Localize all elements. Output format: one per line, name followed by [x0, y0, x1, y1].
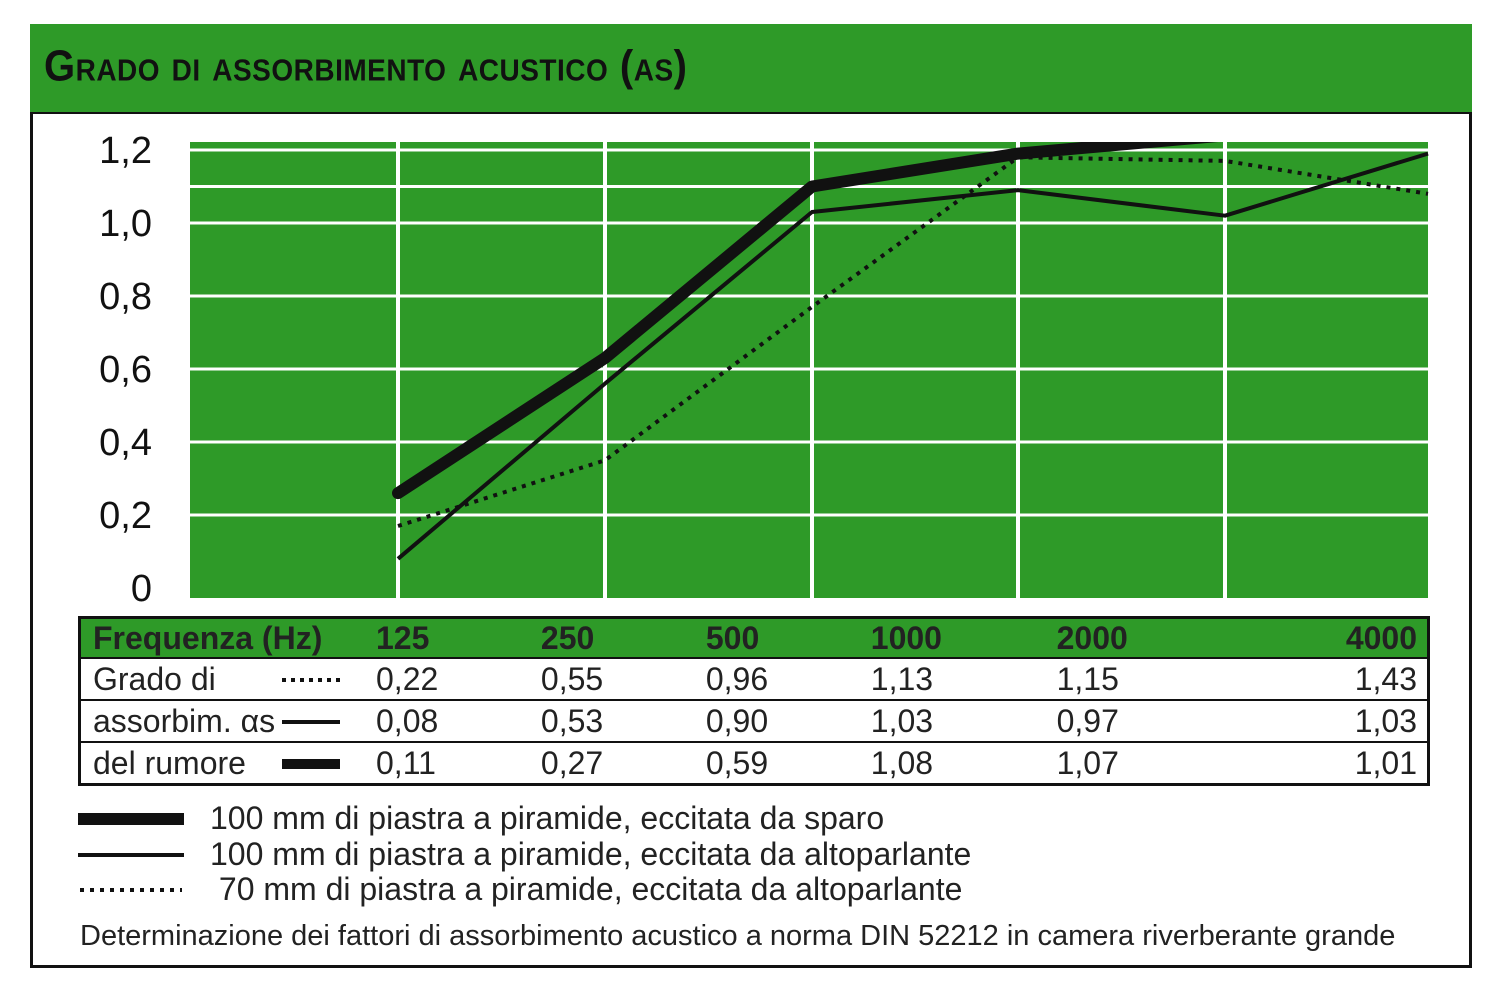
y-tick-label: 1,2 [99, 130, 152, 172]
table-header-row: Frequenza (Hz) 125 250 500 1000 2000 400… [79, 617, 1429, 658]
table-cell: 1,15 [1048, 657, 1235, 700]
table-freq-250: 250 [532, 617, 698, 658]
table-freq-500: 500 [697, 617, 863, 658]
series-line-dotted [397, 155, 1429, 528]
dotted-line-symbol [278, 657, 368, 700]
y-tick-label: 0,6 [99, 349, 152, 391]
legend-label: 100 mm di piastra a piramide, eccitata d… [210, 836, 972, 872]
table-row: assorbim. αs 0,08 0,53 0,90 1,03 0,97 1,… [79, 699, 1429, 742]
table-row: del rumore 0,11 0,27 0,59 1,08 1,07 1,01 [79, 741, 1429, 785]
table-cell: 1,08 [862, 741, 1049, 785]
chart-title: Grado di assorbimento acustico (αs) [44, 42, 688, 91]
legend-thick-line [78, 813, 184, 825]
y-tick-label: 1,0 [99, 203, 152, 245]
table-freq-2000: 2000 [1048, 617, 1235, 658]
y-tick-label: 0,4 [99, 422, 152, 464]
legend-thin-line [78, 853, 184, 857]
table-cell: 0,59 [697, 741, 863, 785]
table-cell: 0,55 [532, 657, 698, 700]
table-cell: 0,08 [368, 699, 533, 742]
table-freq-4000: 4000 [1234, 617, 1429, 658]
thick-line-symbol [278, 741, 368, 785]
legend-dotted-line [80, 888, 182, 892]
table-cell: 0,11 [368, 741, 533, 785]
table-cell: 0,53 [532, 699, 698, 742]
y-tick-label: 0,8 [99, 276, 152, 318]
table-cell: 1,03 [862, 699, 1049, 742]
table-cell: 0,96 [697, 657, 863, 700]
title-bar: Grado di assorbimento acustico (αs) [30, 24, 1472, 114]
y-tick-label: 0,2 [99, 495, 152, 537]
table-cell: 1,43 [1234, 657, 1429, 700]
table-row-label: del rumore [79, 741, 278, 785]
table-freq-125: 125 [368, 617, 533, 658]
table-cell: 0,27 [532, 741, 698, 785]
table-cell: 1,07 [1048, 741, 1235, 785]
series-line-thick [392, 142, 1219, 500]
table-cell: 1,01 [1234, 741, 1429, 785]
y-tick-label: 0 [131, 568, 152, 610]
thin-line-symbol [278, 699, 368, 742]
legend-label: 70 mm di piastra a piramide, eccitata da… [210, 871, 963, 907]
table-cell: 0,97 [1048, 699, 1235, 742]
chart-plot: 0 0,2 0,4 0,6 0,8 1,0 1,2 [99, 130, 1429, 610]
table-row: Grado di 0,22 0,55 0,96 1,13 1,15 1,43 [79, 657, 1429, 700]
table-row-label: Grado di [79, 657, 278, 700]
footnote: Determinazione dei fattori di assorbimen… [80, 920, 1396, 952]
table-cell: 0,90 [697, 699, 863, 742]
frequency-table: Frequenza (Hz) 125 250 500 1000 2000 400… [78, 616, 1430, 786]
table-cell: 1,03 [1234, 699, 1429, 742]
series-line-thin [396, 151, 1429, 561]
table-cell: 1,13 [862, 657, 1049, 700]
legend-label: 100 mm di piastra a piramide, eccitata d… [210, 800, 885, 836]
table-row-label: assorbim. αs [79, 699, 278, 742]
table-cell: 0,22 [368, 657, 533, 700]
table-freq-1000: 1000 [862, 617, 1049, 658]
table-header-label: Frequenza (Hz) [79, 617, 368, 658]
